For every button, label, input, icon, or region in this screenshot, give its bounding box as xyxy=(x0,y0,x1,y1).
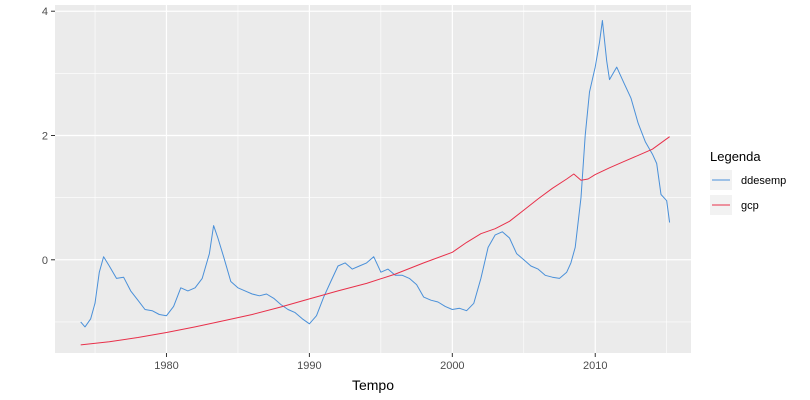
legend: Legenda ddesemp gcp xyxy=(710,149,786,215)
legend-label-ddesemp: ddesemp xyxy=(741,175,786,187)
series-line-ddesemp xyxy=(80,20,671,328)
x-tick-label: 1980 xyxy=(154,360,178,372)
legend-title: Legenda xyxy=(710,149,761,164)
x-tick-label: 2000 xyxy=(440,360,464,372)
y-tick-label: 4 xyxy=(42,6,48,18)
minor-grid xyxy=(55,5,691,353)
series-layer xyxy=(80,20,671,346)
x-axis-title: Tempo xyxy=(352,377,394,393)
x-axis: 1980 1990 2000 2010 xyxy=(154,353,607,372)
plot-panel xyxy=(55,5,691,353)
x-tick-label: 1990 xyxy=(297,360,321,372)
y-tick-label: 0 xyxy=(42,255,48,267)
series-line-gcp xyxy=(80,136,670,346)
x-tick-label: 2010 xyxy=(583,360,607,372)
legend-label-gcp: gcp xyxy=(741,200,759,212)
y-axis: 0 2 4 xyxy=(42,6,55,267)
major-grid xyxy=(55,5,691,353)
y-tick-label: 2 xyxy=(42,131,48,143)
